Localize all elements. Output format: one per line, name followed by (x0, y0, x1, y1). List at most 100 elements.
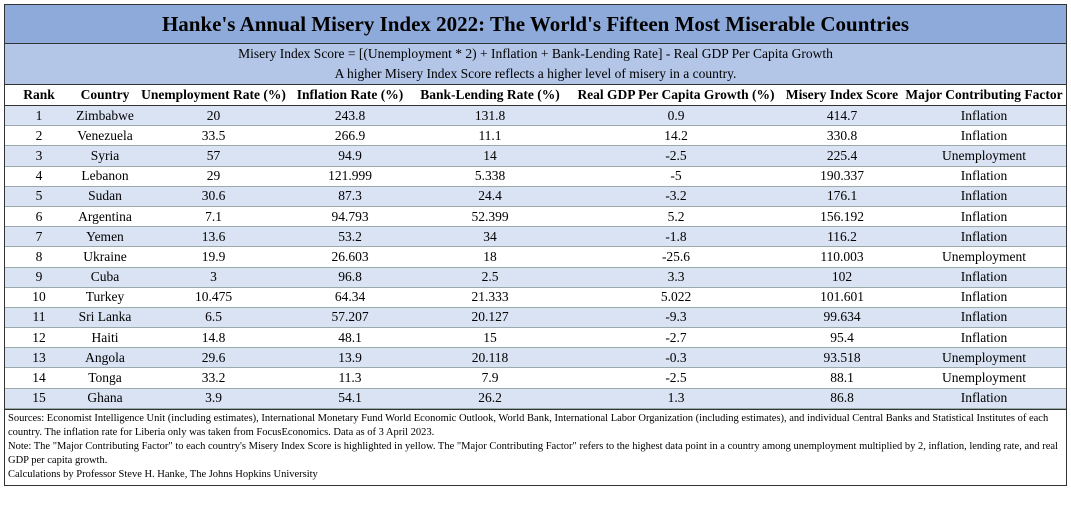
table-cell: Inflation (902, 186, 1066, 207)
table-cell: 88.1 (782, 367, 902, 389)
table-cell: Argentina (73, 206, 137, 228)
table-cell: 52.399 (410, 206, 570, 228)
table-cell: Inflation (902, 166, 1066, 187)
table-cell: 54.1 (290, 388, 410, 409)
table-cell: Inflation (902, 125, 1066, 147)
table-cell: 9 (5, 267, 73, 288)
column-header: Country (73, 85, 137, 106)
table-cell: Inflation (902, 388, 1066, 409)
table-cell: 64.34 (290, 287, 410, 308)
table-cell: -2.7 (570, 327, 782, 349)
table-cell: -2.5 (570, 145, 782, 167)
table-cell: Haiti (73, 327, 137, 349)
table-row: 6 Argentina 7.1 94.793 52.399 5.2 156.192 Infla… (5, 206, 1066, 228)
data-table: Rank Country Unemployment Rate (%) Inflatio… (5, 85, 1066, 409)
table-cell: 86.8 (782, 388, 902, 409)
table-row: 15 Ghana 3.9 54.1 26.2 1.3 86.8 Inflation (5, 388, 1066, 409)
table-cell: 243.8 (290, 105, 410, 127)
table-row: 4 Lebanon 29 121.999 5.338 -5 190.337 Inflation (5, 166, 1066, 187)
table-cell: 7.9 (410, 367, 570, 389)
table-row: 8 Ukraine 19.9 26.603 18 -25.6 110.003 Unemploy… (5, 246, 1066, 268)
table-cell: Unemployment (902, 347, 1066, 369)
table-cell: 14 (410, 145, 570, 167)
table-cell: 2.5 (410, 267, 570, 288)
table-cell: 57 (137, 145, 290, 167)
table-cell: Sudan (73, 186, 137, 207)
table-cell: Zimbabwe (73, 105, 137, 127)
column-header: Rank (5, 85, 73, 106)
column-header: Misery Index Score (782, 85, 902, 106)
table-cell: 18 (410, 246, 570, 268)
table-cell: 5 (5, 186, 73, 207)
table-cell: 96.8 (290, 267, 410, 288)
table-cell: Sri Lanka (73, 307, 137, 329)
subtitle: A higher Misery Index Score reflects a h… (5, 64, 1066, 85)
note: Note: The "Major Contributing Factor" to… (8, 440, 1058, 466)
table-cell: 29.6 (137, 347, 290, 369)
table-cell: 99.634 (782, 307, 902, 329)
notes: Sources: Economist Intelligence Unit (in… (5, 408, 1066, 485)
table-cell: Syria (73, 145, 137, 167)
table-cell: 15 (410, 327, 570, 349)
column-header: Bank-Lending Rate (%) (410, 85, 570, 106)
table-cell: Inflation (902, 105, 1066, 127)
table-body: 1 Zimbabwe 20 243.8 131.8 0.9 414.7 Inflation 2 V… (5, 105, 1066, 409)
table-cell: 30.6 (137, 186, 290, 207)
table-cell: -9.3 (570, 307, 782, 329)
table-cell: Inflation (902, 206, 1066, 228)
table-cell: 0.9 (570, 105, 782, 127)
table-cell: 94.793 (290, 206, 410, 228)
table-cell: 14 (5, 367, 73, 389)
table-cell: 21.333 (410, 287, 570, 308)
table-cell: Lebanon (73, 166, 137, 187)
index-table-panel: Hanke's Annual Misery Index 2022: The Wo… (4, 4, 1067, 486)
column-header: Real GDP Per Capita Growth (%) (570, 85, 782, 106)
table-cell: -1.8 (570, 226, 782, 248)
table-cell: Unemployment (902, 145, 1066, 167)
title: Hanke's Annual Misery Index 2022: The Wo… (5, 5, 1066, 44)
table-cell: 26.2 (410, 388, 570, 409)
table-cell: Turkey (73, 287, 137, 308)
table-row: 5 Sudan 30.6 87.3 24.4 -3.2 176.1 Inflation (5, 186, 1066, 207)
table-cell: 14.8 (137, 327, 290, 349)
table-row: 1 Zimbabwe 20 243.8 131.8 0.9 414.7 Inflation (5, 105, 1066, 127)
table-cell: 11.1 (410, 125, 570, 147)
table-cell: -2.5 (570, 367, 782, 389)
table-cell: 57.207 (290, 307, 410, 329)
table-cell: 7.1 (137, 206, 290, 228)
table-cell: 95.4 (782, 327, 902, 349)
table-cell: 11.3 (290, 367, 410, 389)
table-row: 10 Turkey 10.475 64.34 21.333 5.022 101.601 Inf… (5, 287, 1066, 308)
table-cell: 266.9 (290, 125, 410, 147)
table-cell: -5 (570, 166, 782, 187)
table-cell: 6 (5, 206, 73, 228)
table-cell: 13.6 (137, 226, 290, 248)
table-cell: 87.3 (290, 186, 410, 207)
note: Calculations by Professor Steve H. Hanke… (8, 468, 318, 480)
table-cell: 14.2 (570, 125, 782, 147)
table-row: 12 Haiti 14.8 48.1 15 -2.7 95.4 Inflation (5, 327, 1066, 349)
table-cell: 3 (5, 145, 73, 167)
table-cell: 102 (782, 267, 902, 288)
table-cell: Yemen (73, 226, 137, 248)
table-row: 2 Venezuela 33.5 266.9 11.1 14.2 330.8 Inflatio… (5, 125, 1066, 147)
formula: Misery Index Score = [(Unemployment * 2)… (5, 44, 1066, 64)
table-cell: 3.3 (570, 267, 782, 288)
table-cell: Inflation (902, 267, 1066, 288)
table-cell: 176.1 (782, 186, 902, 207)
table-cell: 121.999 (290, 166, 410, 187)
table-cell: 3.9 (137, 388, 290, 409)
note: Sources: Economist Intelligence Unit (in… (8, 412, 1049, 438)
table-cell: Ghana (73, 388, 137, 409)
table-cell: 19.9 (137, 246, 290, 268)
table-cell: 1.3 (570, 388, 782, 409)
table-cell: 10.475 (137, 287, 290, 308)
table-cell: 5.338 (410, 166, 570, 187)
table-cell: 2 (5, 125, 73, 147)
table-cell: 20.127 (410, 307, 570, 329)
table-cell: 330.8 (782, 125, 902, 147)
table-cell: 3 (137, 267, 290, 288)
table-cell: Tonga (73, 367, 137, 389)
table-row: 14 Tonga 33.2 11.3 7.9 -2.5 88.1 Unemployment (5, 367, 1066, 389)
